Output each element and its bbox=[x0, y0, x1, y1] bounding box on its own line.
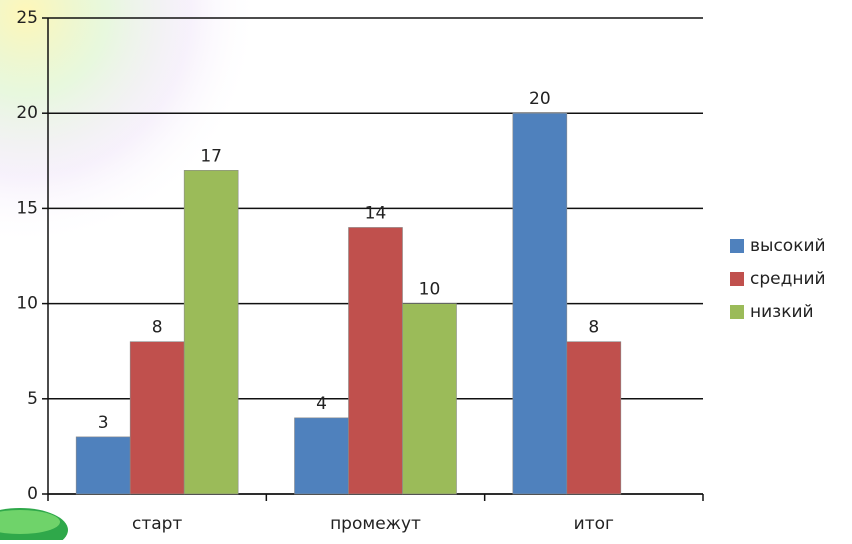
bar bbox=[75, 436, 131, 495]
y-tick-label: 20 bbox=[16, 103, 38, 123]
bar bbox=[294, 417, 349, 495]
legend-swatch bbox=[730, 305, 744, 319]
data-label: 8 bbox=[152, 318, 163, 338]
bar bbox=[129, 341, 185, 495]
y-tick-label: 0 bbox=[27, 484, 38, 504]
bar bbox=[402, 303, 457, 495]
data-label: 14 bbox=[365, 203, 387, 223]
y-tick-label: 10 bbox=[16, 294, 38, 314]
bar bbox=[566, 341, 622, 495]
y-tick-label: 5 bbox=[27, 389, 38, 409]
data-label: 8 bbox=[588, 318, 599, 338]
data-label: 3 bbox=[98, 413, 109, 433]
bar bbox=[512, 112, 568, 495]
legend-label: низкий bbox=[750, 302, 814, 322]
data-label: 17 bbox=[200, 146, 222, 166]
y-tick-label: 25 bbox=[16, 8, 38, 28]
legend-label: высокий bbox=[750, 236, 826, 256]
bar bbox=[348, 227, 403, 495]
legend-label: средний bbox=[750, 269, 826, 289]
x-tick-label: промежут bbox=[330, 514, 421, 534]
legend-swatch bbox=[730, 272, 744, 286]
data-label: 20 bbox=[529, 89, 551, 109]
bar bbox=[183, 170, 239, 495]
x-tick-label: итог bbox=[574, 514, 614, 534]
decor-circle-top bbox=[0, 510, 60, 534]
data-label: 4 bbox=[316, 394, 327, 414]
y-tick-label: 15 bbox=[16, 198, 38, 218]
x-tick-label: старт bbox=[132, 514, 182, 534]
legend-swatch bbox=[730, 239, 744, 253]
data-label: 10 bbox=[419, 280, 441, 300]
